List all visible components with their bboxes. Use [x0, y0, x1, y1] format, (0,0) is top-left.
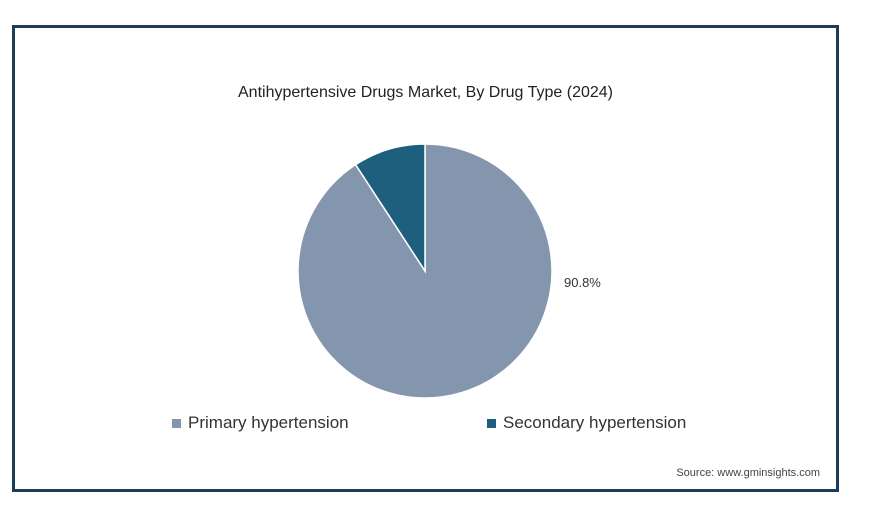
chart-frame: Antihypertensive Drugs Market, By Drug T…	[12, 25, 839, 492]
pie-slice-secondary	[354, 143, 426, 274]
pie-chart: 90.8%	[297, 143, 601, 399]
legend-swatch-primary	[172, 418, 181, 428]
source-note: Source: www.gminsights.com	[676, 467, 820, 479]
legend-label-secondary: Secondary hypertension	[503, 413, 687, 432]
legend-label-primary: Primary hypertension	[188, 413, 349, 432]
chart-title: Antihypertensive Drugs Market, By Drug T…	[238, 84, 613, 101]
legend-item-secondary: Secondary hypertension	[487, 413, 686, 433]
data-label-primary: 90.8%	[564, 275, 601, 290]
legend-item-primary: Primary hypertension	[172, 413, 349, 433]
legend-swatch-secondary	[487, 418, 496, 428]
